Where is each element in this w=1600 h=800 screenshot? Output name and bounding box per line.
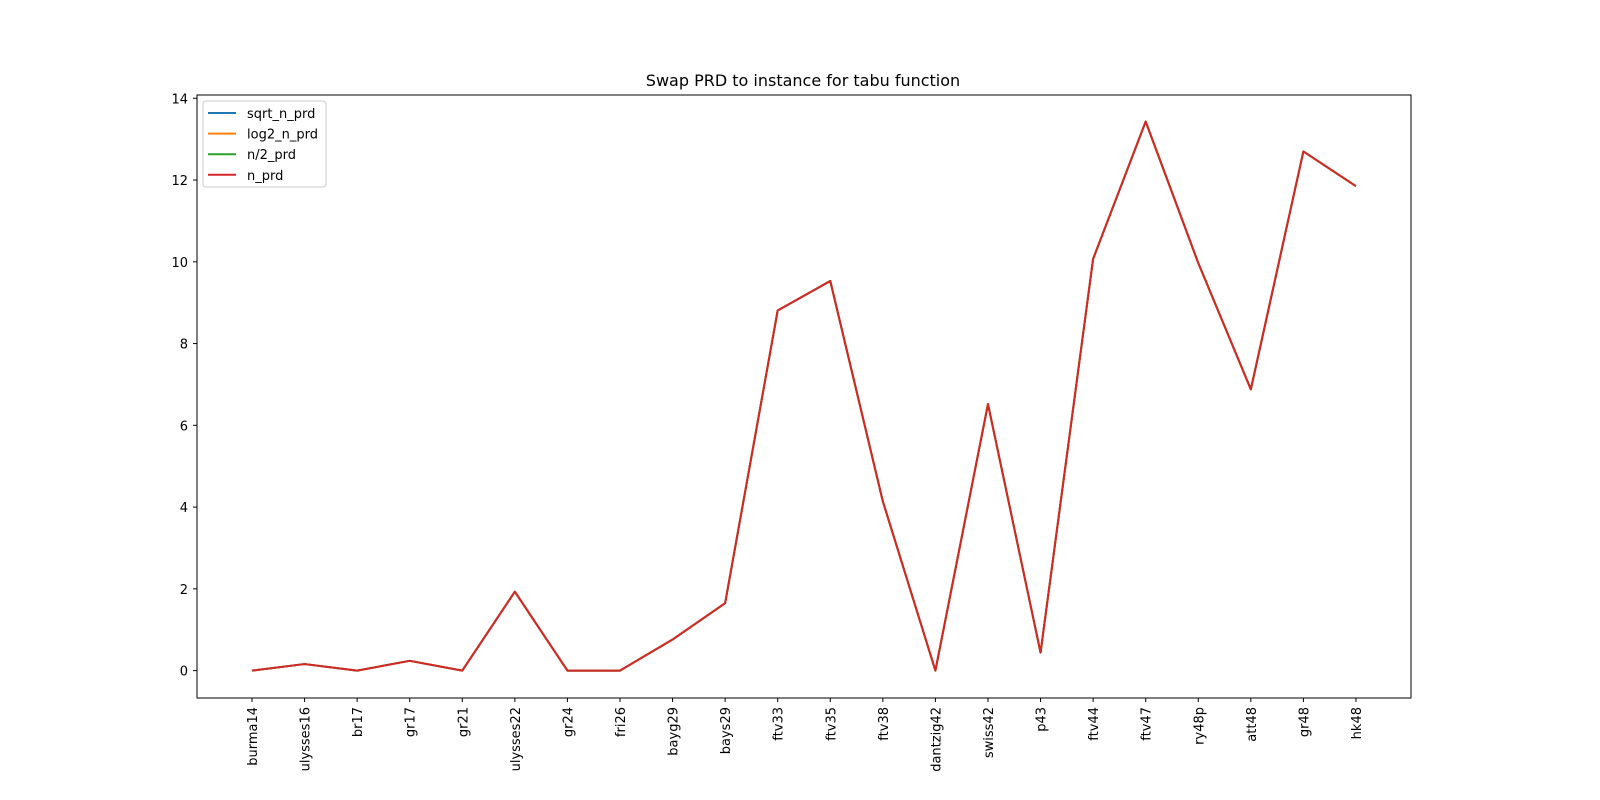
x-tick-label: gr21	[456, 707, 471, 737]
y-tick-label: 4	[180, 501, 188, 516]
x-tick-label: bayg29	[667, 707, 682, 756]
x-tick-label: ry48p	[1192, 707, 1207, 745]
series-line	[251, 120, 1357, 672]
x-tick-label: p43	[1035, 707, 1050, 732]
x-tick-label: gr17	[404, 707, 419, 737]
x-tick-label: ulysses22	[509, 707, 524, 771]
y-tick-label: 10	[171, 256, 188, 271]
legend-label: log2_n_prd	[247, 128, 318, 143]
y-tick-label: 2	[180, 583, 188, 598]
x-tick-label: fri26	[614, 707, 629, 737]
x-tick-label: ftv47	[1140, 707, 1155, 741]
series-line	[251, 120, 1357, 672]
chart-title: Swap PRD to instance for tabu function	[646, 71, 960, 90]
y-tick-label: 12	[171, 174, 188, 189]
legend-label: sqrt_n_prd	[247, 107, 315, 122]
x-tick-label: dantzig42	[929, 707, 944, 772]
legend-items: sqrt_n_prd log2_n_prd n/2_prd n_prd	[208, 107, 318, 184]
series-line	[251, 120, 1357, 672]
x-tick-label: hk48	[1350, 707, 1365, 739]
y-tick-label: 14	[171, 92, 188, 107]
x-tick-label: burma14	[246, 707, 261, 766]
x-tick-label: ftv44	[1087, 707, 1102, 741]
x-tick-label: ftv35	[824, 707, 839, 741]
series-layer	[251, 120, 1357, 672]
x-tick-label: bays29	[719, 707, 734, 754]
x-tick-label: gr24	[561, 707, 576, 737]
y-tick-label: 8	[180, 338, 188, 353]
y-axis: 0 2 4 6 8 10 12 14	[171, 92, 197, 680]
plot-area-frame	[196, 94, 1412, 699]
x-tick-label: gr48	[1297, 707, 1312, 737]
x-tick-label: ftv38	[877, 707, 892, 741]
x-axis: burma14 ulysses16 br17 gr17 gr21 ulysses22 gr2…	[246, 698, 1365, 772]
x-tick-label: br17	[351, 707, 366, 737]
legend: sqrt_n_prd log2_n_prd n/2_prd n_prd	[202, 100, 327, 188]
y-tick-label: 6	[180, 419, 188, 434]
y-tick-label: 0	[180, 665, 188, 680]
legend-box	[202, 100, 327, 188]
x-tick-label: ftv33	[772, 707, 787, 741]
x-tick-label: ulysses16	[299, 707, 314, 771]
x-tick-label: att48	[1245, 707, 1260, 742]
legend-label: n/2_prd	[247, 148, 296, 163]
x-tick-label: swiss42	[982, 707, 997, 758]
legend-label: n_prd	[247, 169, 283, 184]
series-line	[251, 120, 1357, 672]
